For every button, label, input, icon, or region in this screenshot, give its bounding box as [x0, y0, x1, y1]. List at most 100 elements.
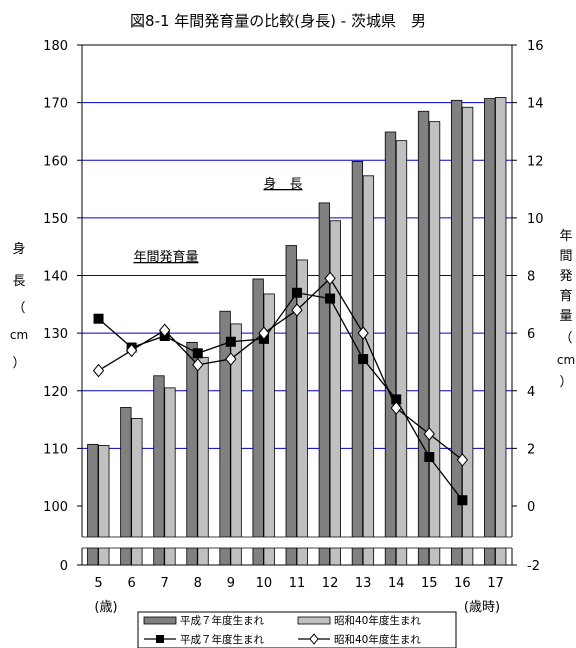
point-showa40-11	[291, 303, 303, 317]
y-left-tick-label: 130	[43, 327, 68, 342]
legend-label: 昭和40年度生まれ	[334, 614, 421, 627]
bar-heisei7-7	[153, 375, 165, 566]
bar-showa40-10	[263, 293, 275, 566]
axis-break	[80, 537, 514, 548]
point-showa40-10	[258, 326, 270, 340]
y-right-tick-label: 4	[527, 385, 535, 400]
point-showa40-8	[192, 358, 204, 372]
x-tick-label: 13	[355, 576, 372, 591]
bar-showa40-17	[495, 97, 507, 566]
x-tick-label: 14	[388, 576, 405, 591]
x-tick-label: 17	[487, 576, 504, 591]
x-tick-label: 7	[161, 576, 169, 591]
line-series-group	[92, 271, 469, 506]
y-left-tick-label: 160	[43, 154, 68, 169]
y-left-tick-label: 100	[43, 500, 68, 515]
y-right-tick-label: 16	[527, 39, 544, 54]
y-left-tick-label: 150	[43, 212, 68, 227]
y-axis-left-label: 身長 （ cm ）	[10, 241, 28, 371]
bar-showa40-14	[395, 140, 408, 566]
bar-showa40-15	[428, 121, 441, 566]
legend-marker	[156, 635, 164, 643]
x-tick-label: 16	[454, 576, 471, 591]
x-tick-label: 8	[194, 576, 202, 591]
y-right-tick-label: 14	[527, 97, 544, 112]
y-right-label-char: 量	[559, 309, 572, 324]
bar-showa40-8	[197, 356, 209, 566]
chart-title: 図8-1 年間発育量の比較(身長) - 茨城県 男	[130, 12, 426, 30]
x-tick-label: 9	[227, 576, 235, 591]
y-right-label-char: （	[559, 331, 572, 346]
y-right-label-char: 年	[559, 229, 572, 244]
legend-label: 平成７年度生まれ	[180, 633, 264, 646]
y-left-tick-label: 0	[60, 559, 68, 574]
annotation-growth: 年間発育量	[133, 249, 198, 265]
y-right-label-char: 間	[559, 249, 572, 264]
legend-swatch	[143, 616, 177, 625]
bar-heisei7-12	[318, 202, 330, 566]
bar-showa40-13	[362, 175, 375, 566]
bar-heisei7-10	[252, 278, 264, 566]
y-right-tick-label: 10	[527, 212, 544, 227]
y-right-tick-label: 0	[527, 500, 535, 515]
bar-heisei7-8	[186, 341, 198, 566]
y-left-tick-label: 180	[43, 39, 68, 54]
y-right-label-char: ）	[559, 375, 572, 390]
x-axis-unit-left: (歳)	[94, 600, 117, 615]
y-left-label-char: cm	[10, 328, 28, 342]
bar-showa40-16	[461, 106, 474, 566]
point-heisei7-14	[391, 394, 402, 405]
y-right-label-char: cm	[557, 353, 575, 367]
y-left-tick-label: 120	[43, 385, 68, 400]
x-tick-label: 5	[94, 576, 102, 591]
bar-showa40-6	[131, 418, 143, 566]
y-right-tick-label: -2	[527, 559, 540, 574]
point-heisei7-16	[457, 495, 468, 506]
x-tick-label: 10	[256, 576, 273, 591]
y-left-tick-label: 110	[43, 442, 68, 457]
axes: 0 100 110 120 130 140 150 160 170 180 -2 0 2 4 6 8 10 12 1…	[43, 39, 543, 591]
line-heisei7	[98, 292, 463, 501]
point-heisei7-9	[225, 336, 236, 347]
point-heisei7-12	[325, 293, 336, 304]
point-showa40-6	[125, 343, 138, 358]
point-heisei7-11	[292, 287, 302, 298]
y-axis-right-label: 年間発育量 （ cm ）	[557, 229, 575, 390]
bar-heisei7-16	[450, 99, 463, 566]
legend-swatch	[297, 616, 331, 625]
y-left-label-char: ）	[12, 356, 25, 371]
legend-label: 平成７年度生まれ	[180, 614, 264, 627]
bar-showa40-9	[230, 323, 242, 566]
line-showa40	[98, 277, 463, 461]
x-tick-label: 12	[322, 576, 339, 591]
y-left-label-char: 長	[12, 274, 25, 289]
bar-heisei7-14	[384, 131, 397, 566]
point-heisei7-15	[424, 452, 435, 463]
point-heisei7-13	[358, 354, 369, 365]
bar-showa40-7	[164, 387, 176, 566]
annotation-height: 身 長	[263, 176, 302, 192]
y-right-label-char: 育	[559, 288, 572, 304]
y-left-tick-label: 140	[43, 270, 68, 285]
point-heisei7-8	[192, 348, 203, 359]
point-showa40-5	[92, 363, 105, 378]
point-heisei7-5	[93, 313, 104, 324]
y-right-tick-label: 6	[527, 327, 535, 342]
bar-heisei7-15	[417, 110, 430, 566]
y-left-label-char: （	[12, 301, 25, 316]
point-showa40-13	[357, 326, 369, 340]
bar-series-group	[87, 97, 507, 566]
point-showa40-9	[225, 352, 237, 366]
x-tick-label: 15	[421, 576, 438, 591]
y-right-label-char: 発	[559, 269, 572, 284]
y-right-tick-label: 2	[527, 442, 535, 457]
point-showa40-15	[423, 427, 435, 441]
y-right-tick-label: 8	[527, 270, 535, 285]
y-left-label-char: 身	[12, 241, 25, 257]
bar-showa40-11	[296, 259, 308, 566]
bar-heisei7-9	[219, 310, 231, 566]
x-axis-unit-right: (歳時)	[464, 600, 500, 615]
point-showa40-16	[456, 453, 469, 467]
point-showa40-14	[390, 401, 402, 415]
